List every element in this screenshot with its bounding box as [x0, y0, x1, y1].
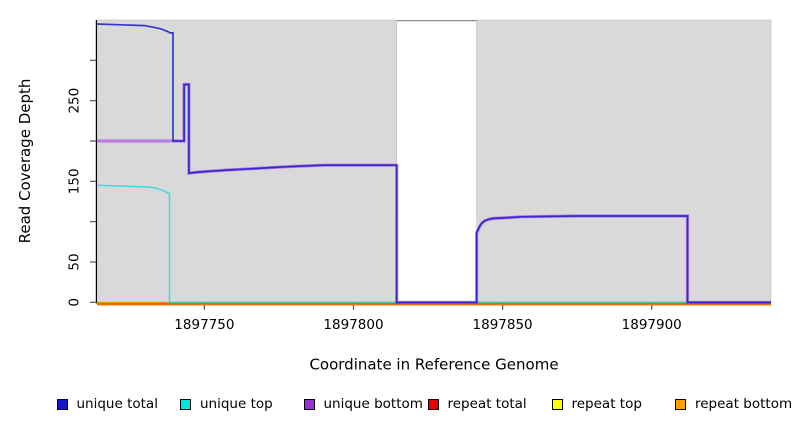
- plot-background-region: [96, 19, 398, 303]
- legend-item-unique-total: unique total: [56, 396, 158, 412]
- legend-item-repeat-top: repeat top: [551, 396, 642, 412]
- legend-swatch-icon: [551, 398, 563, 410]
- series-line-unique-top: [96, 184, 771, 304]
- legend-swatch-icon: [303, 398, 315, 410]
- legend-label: repeat bottom: [695, 396, 792, 412]
- legend-label: unique top: [200, 396, 273, 412]
- x-tick-label: 1897850: [473, 317, 533, 333]
- x-axis-title: Coordinate in Reference Genome: [309, 356, 558, 374]
- legend-item-unique-bottom: unique bottom: [303, 396, 423, 412]
- legend-label: unique bottom: [323, 396, 423, 412]
- legend-swatch-icon: [56, 398, 68, 410]
- legend-swatch-icon: [675, 398, 686, 410]
- x-tick-label: 1897900: [622, 317, 682, 333]
- chart-canvas: 1897750 1897800 1897850 1897900 0 50 150 250 Co…: [16, 19, 772, 374]
- x-tick-label: 1897750: [174, 317, 234, 333]
- legend-swatch-icon: [180, 398, 191, 410]
- legend-swatch-icon: [427, 398, 439, 410]
- y-tick-label: 150: [67, 168, 83, 194]
- legend: unique total unique top unique bottom repea…: [0, 396, 792, 426]
- y-tick-label: 0: [67, 298, 83, 307]
- legend-item-unique-top: unique top: [180, 396, 273, 412]
- plot-background-region: [476, 19, 772, 303]
- legend-item-repeat-bottom: repeat bottom: [675, 396, 792, 412]
- legend-label: unique total: [76, 396, 158, 412]
- legend-item-repeat-total: repeat total: [427, 396, 527, 412]
- series-line-unique-total: [96, 23, 771, 304]
- y-tick-label: 50: [67, 253, 83, 270]
- legend-label: repeat total: [447, 396, 527, 412]
- legend-label: repeat top: [571, 396, 642, 412]
- y-axis-title: Read Coverage Depth: [16, 79, 34, 244]
- y-tick-label: 250: [67, 88, 83, 114]
- x-tick-label: 1897800: [323, 317, 383, 333]
